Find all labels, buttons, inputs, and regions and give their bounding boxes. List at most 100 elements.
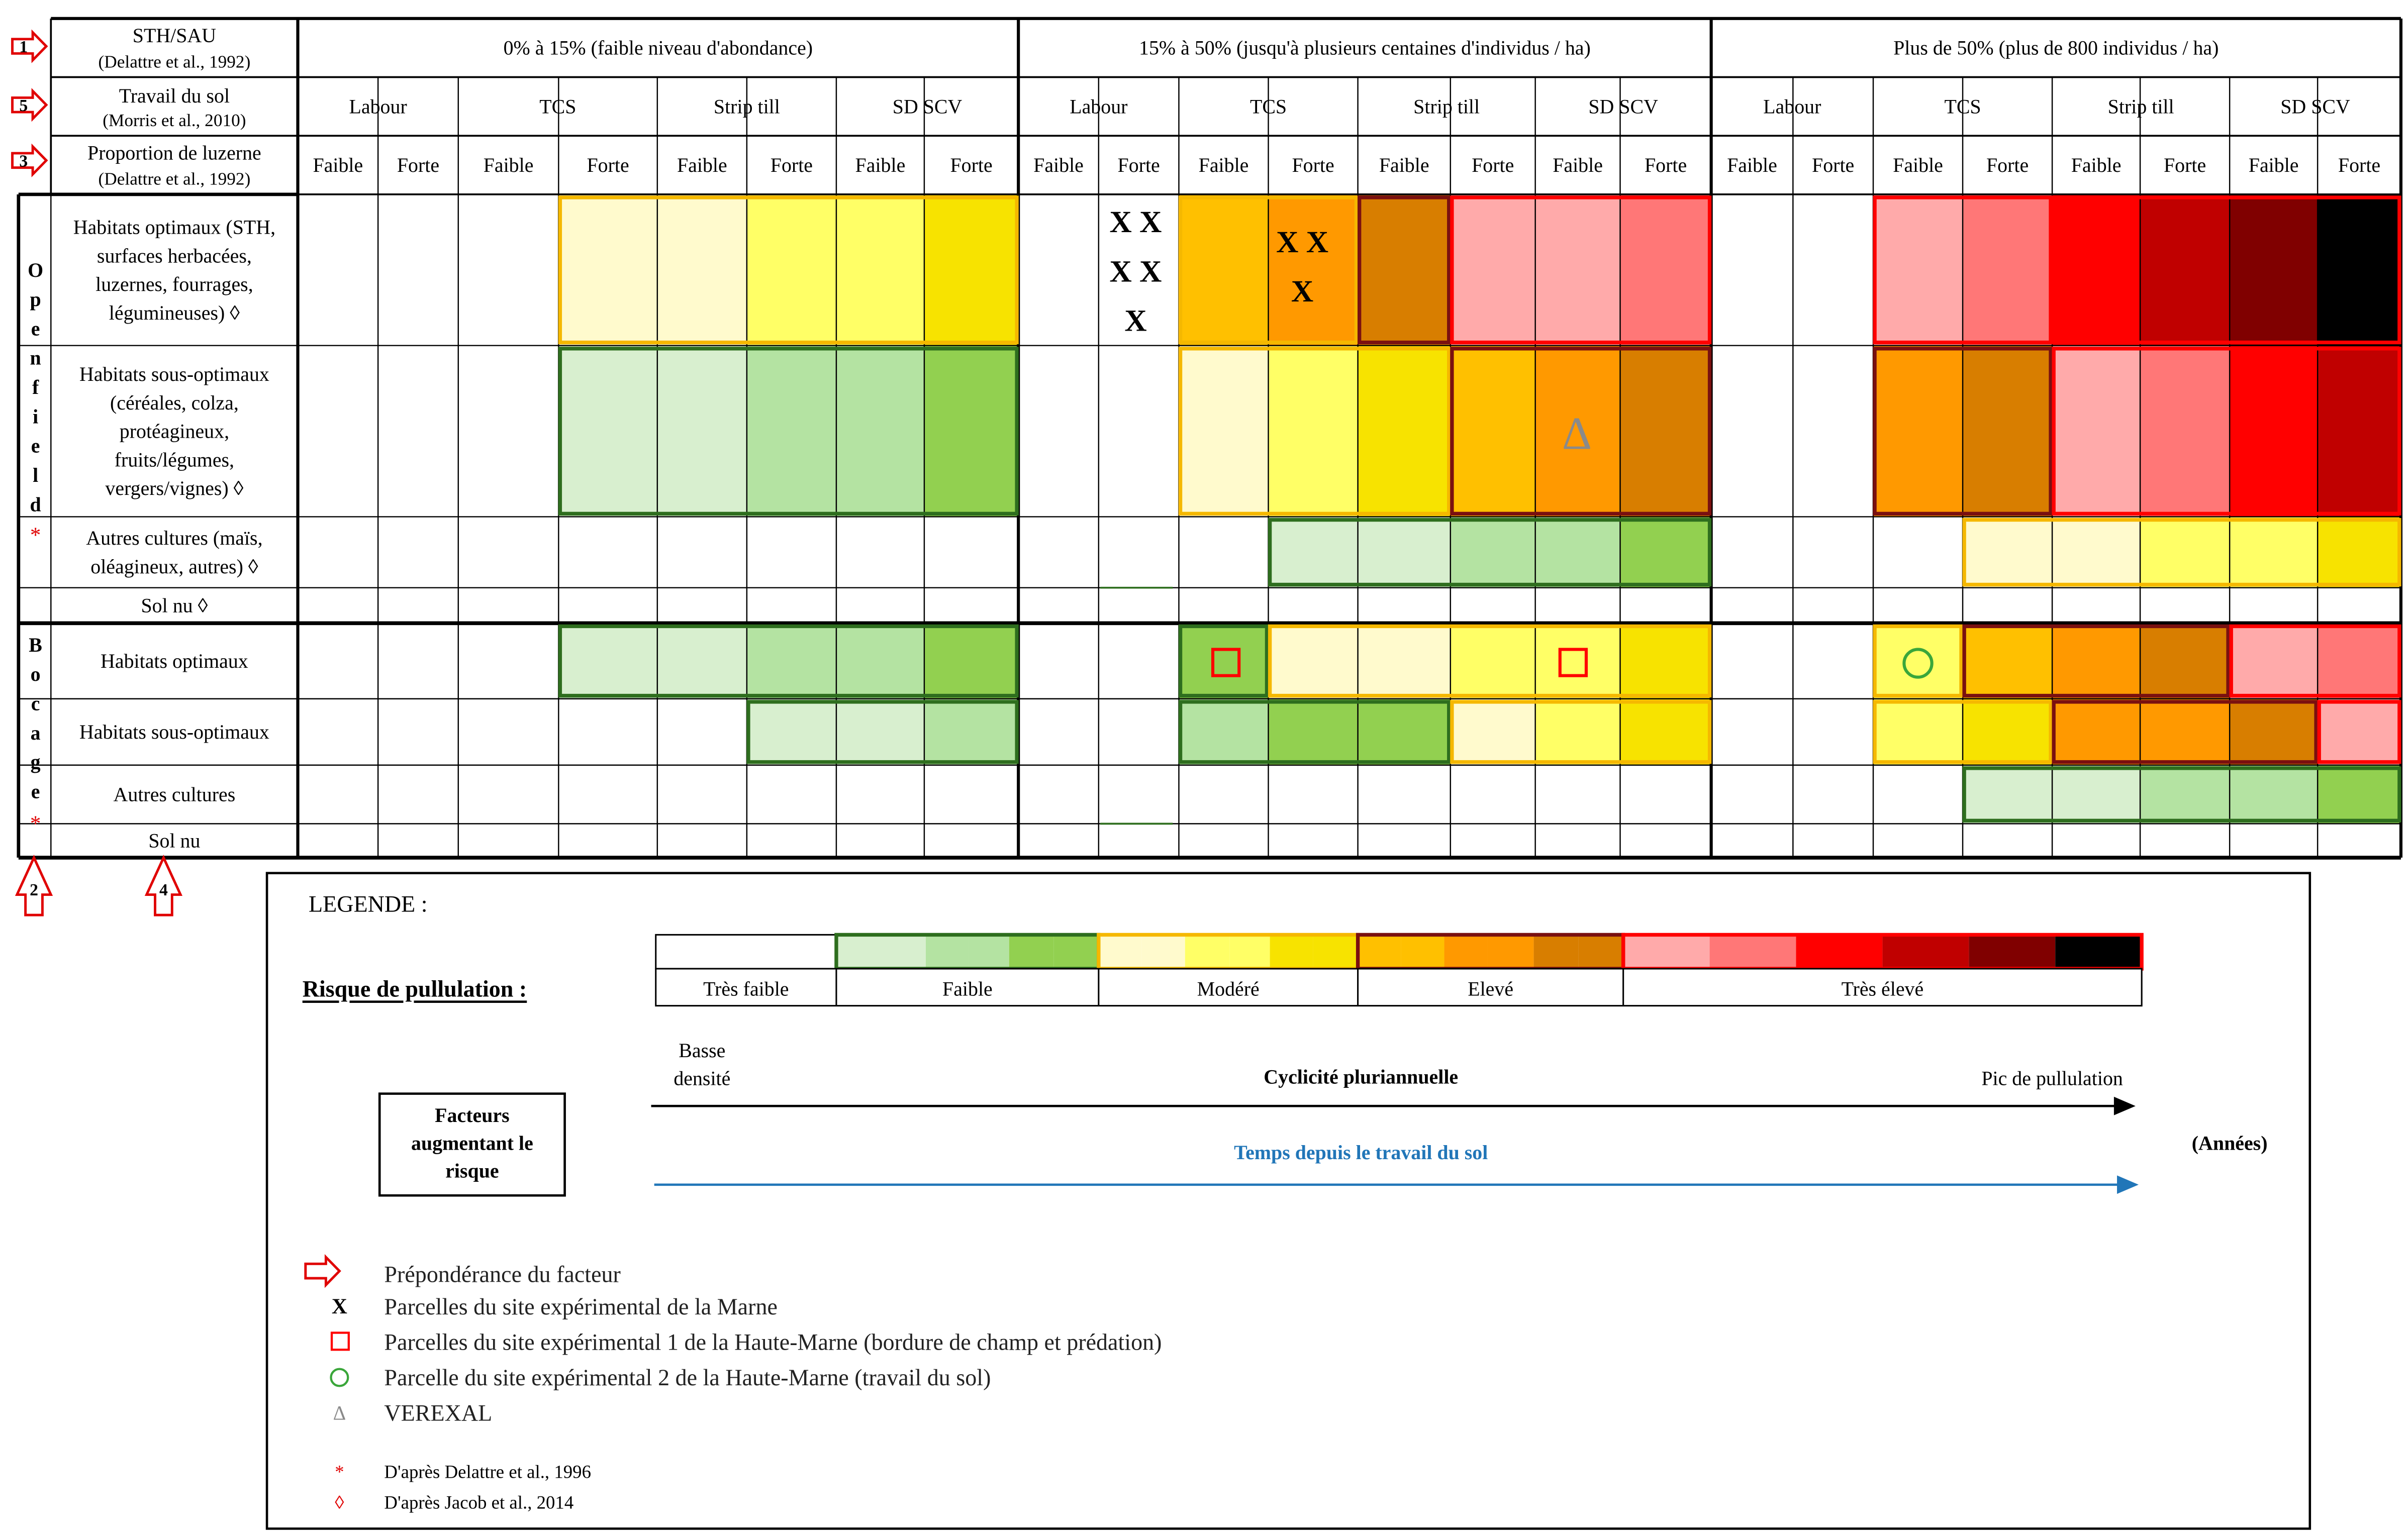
risk-cell [836, 623, 924, 699]
group-outline [1178, 700, 1451, 764]
scale-cell [1229, 935, 1270, 969]
peak-label: Pic de pullulation [1981, 1067, 2123, 1089]
risk-cell [2052, 194, 2141, 346]
group-outline [1873, 195, 2053, 345]
factors-box-text: risque [445, 1160, 499, 1182]
group-outline [2052, 347, 2401, 516]
sth-sau-ref: (Delattre et al., 1992) [98, 52, 250, 71]
risk-cell [2318, 517, 2401, 588]
row-label: fruits/légumes, [115, 448, 234, 471]
factor-arrow [11, 88, 48, 122]
group-outline [1178, 347, 1451, 516]
risk-cell [1620, 517, 1711, 588]
factor-number: 5 [19, 96, 28, 115]
scale-cell [1487, 935, 1534, 969]
marne-plot-marker: X [1291, 274, 1313, 309]
risk-cell [2052, 345, 2141, 517]
group-outline [1450, 700, 1712, 764]
low-density-label: densité [673, 1067, 730, 1089]
risk-cell [1268, 623, 1358, 699]
risk-cell [2140, 698, 2230, 765]
marne-plot-marker: X X [1110, 205, 1162, 239]
alfalfa-level-label: Faible [855, 154, 906, 176]
row-label: Autres cultures [114, 783, 236, 806]
scale-cell [655, 934, 837, 970]
alfalfa-level-label: Faible [484, 154, 534, 176]
legend-triangle-symbol: Δ [333, 1402, 346, 1424]
alfalfa-level-label: Forte [1812, 154, 1854, 176]
scale-cell [1444, 935, 1488, 969]
alfalfa-level-label: Forte [397, 154, 439, 176]
risk-cell [2318, 194, 2401, 346]
risk-cell [1620, 698, 1711, 765]
risk-cell [558, 194, 657, 346]
alfalfa-level-label: Forte [2164, 154, 2206, 176]
row-label: Sol nu [148, 830, 200, 852]
scale-cell [1053, 935, 1099, 969]
alfalfa-level-label: Faible [1893, 154, 1943, 176]
factors-box-text: augmentant le [411, 1132, 533, 1154]
factor-number: 1 [19, 38, 28, 56]
risk-cell [746, 194, 836, 346]
group-outline [2052, 700, 2318, 764]
alfalfa-level-label: Forte [1118, 154, 1160, 176]
risk-cell [657, 345, 747, 517]
risk-cell [1358, 698, 1451, 765]
risk-cell [924, 698, 1019, 765]
row-label: Habitats sous-optimaux [79, 363, 269, 385]
tillage-label: Strip till [714, 95, 780, 118]
group-outline [1178, 195, 1359, 345]
alfalfa-level-label: Faible [1727, 154, 1777, 176]
scale-label-row [655, 968, 2143, 1007]
cyclicity-label: Cyclicité pluriannuelle [1264, 1065, 1458, 1088]
risk-cell [1268, 698, 1358, 765]
factor-number: 3 [19, 152, 28, 170]
tillage-label: SD SCV [1588, 95, 1658, 118]
risk-cell [1873, 698, 1963, 765]
scale-cell [1358, 935, 1401, 969]
risk-cell [1620, 345, 1711, 517]
risk-cell [1358, 345, 1451, 517]
factor-arrow [15, 855, 53, 916]
risk-cell [2140, 345, 2230, 517]
scale-cell [1709, 935, 1796, 969]
scale-cell [1098, 935, 1142, 969]
risk-cell [2230, 623, 2318, 699]
risk-cell [1535, 623, 1620, 699]
alfalfa-level-label: Forte [587, 154, 629, 176]
openfield-letter: d [30, 493, 41, 516]
risk-cell [1450, 517, 1535, 588]
legend-item-text: Parcelles du site expérimental 1 de la H… [384, 1329, 1162, 1355]
openfield-mark: * [30, 524, 41, 547]
bocage-letter: c [31, 692, 40, 714]
alfalfa-level-label: Forte [1292, 154, 1334, 176]
alfalfa-level-label: Faible [2071, 154, 2122, 176]
group-outline [1450, 347, 1712, 516]
tillage-label: TCS [539, 95, 576, 118]
risk-cell [2230, 517, 2318, 588]
risk-cell [746, 698, 836, 765]
group-outline [2229, 624, 2401, 698]
risk-cell [2140, 194, 2230, 346]
risk-level-label: Faible [942, 977, 993, 1000]
group-outline [2317, 700, 2401, 764]
tillage-label: SD SCV [2280, 95, 2350, 118]
risk-cell [2230, 194, 2318, 346]
factor-arrow [11, 143, 48, 177]
risk-cell [924, 345, 1019, 517]
legend-circle-symbol [330, 1368, 349, 1387]
risk-cell [836, 698, 924, 765]
legend-arrow-symbol [304, 1254, 341, 1288]
risk-cell [1450, 194, 1535, 346]
risk-cell [1268, 194, 1358, 346]
group-outline [558, 624, 1019, 698]
scale-cell [969, 935, 1009, 969]
alfalfa-level-label: Faible [1199, 154, 1249, 176]
alfalfa-level-label: Forte [770, 154, 813, 176]
openfield-letter: i [33, 405, 38, 428]
alfalfa-level-label: Faible [677, 154, 727, 176]
risk-cell [1873, 194, 1963, 346]
row-label: protéagineux, [120, 420, 229, 443]
risk-cell [2140, 517, 2230, 588]
verexal-marker: Δ [1562, 408, 1592, 459]
